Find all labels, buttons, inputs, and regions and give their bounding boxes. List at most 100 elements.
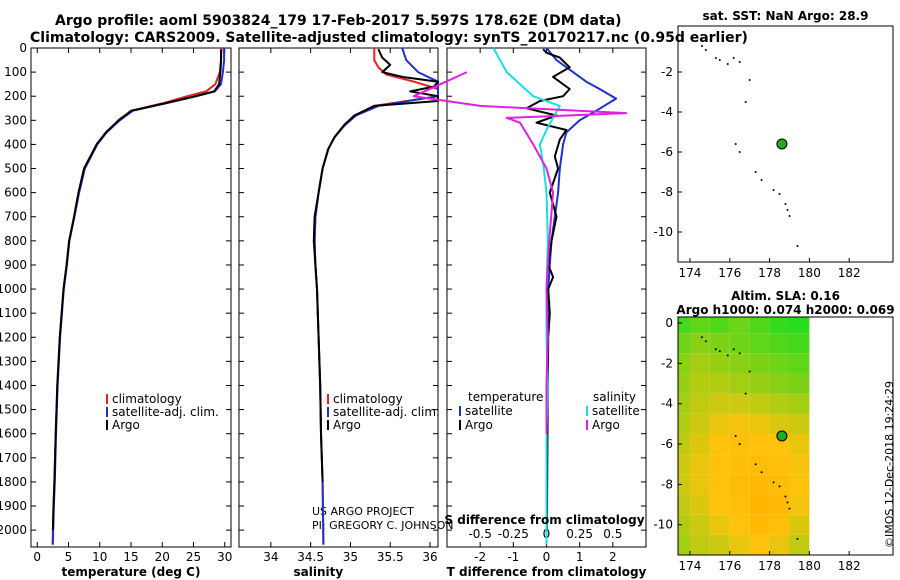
sla-map-track-point-12 [760, 471, 763, 474]
salinity-legend-2-label: Argo [333, 418, 361, 432]
sla-map-cell-2-6 [789, 353, 810, 374]
sla-map-cell-7-5 [769, 454, 790, 475]
salinity-panel-frame [238, 47, 439, 548]
depth-ytick-label-20: 2000 [0, 523, 27, 537]
sla-map-track-point-4 [726, 354, 729, 357]
sla-map-xtick-label-0: 174 [678, 559, 701, 573]
temperature-line-climatology [51, 47, 223, 545]
sst-map-track-point-5 [732, 57, 735, 59]
difference-x-tick-label-1: -1 [507, 550, 519, 564]
sst-map-track-point-2 [714, 57, 717, 59]
temperature-xlabel: temperature (deg C) [62, 565, 201, 579]
depth-ytick-label-8: 800 [4, 234, 27, 248]
sla-map-cell-5-6 [789, 413, 810, 434]
depth-ytick-label-13: 1300 [0, 354, 27, 368]
sla-map-cell-2-1 [689, 353, 710, 374]
sla-map-ytick-label-1: -2 [661, 356, 673, 370]
temperature-legend-2-label: Argo [112, 418, 140, 432]
sla-map-track-point-15 [784, 495, 787, 498]
sst-map-track-point-3 [718, 59, 721, 61]
sla-map-track-point-17 [788, 507, 791, 510]
sla-map-cell-5-2 [709, 413, 730, 434]
sst-map-ytick-label-0: -2 [661, 65, 673, 79]
sla-map-cell-4-2 [709, 393, 730, 414]
sla-map-track-point-3 [718, 350, 721, 353]
difference-x-tick-label-2: 0 [543, 550, 551, 564]
sla-map-cell-5-4 [749, 413, 770, 434]
sla-map-cell-4-5 [769, 393, 790, 414]
temperature-legend-0-label: climatology [112, 392, 182, 406]
sla-map-cell-8-5 [769, 474, 790, 495]
depth-ytick-label-19: 1900 [0, 499, 27, 513]
sst-map-track-point-13 [772, 189, 775, 191]
sla-map-cell-4-6 [789, 393, 810, 414]
difference-line-s-satellite [492, 47, 561, 545]
sst-map-ytick-label-1: -4 [661, 105, 673, 119]
sla-map-cell-3-5 [769, 373, 790, 394]
difference-legend-s-argo-label: Argo [592, 418, 620, 432]
depth-ytick-label-17: 1700 [0, 451, 27, 465]
sla-map-cell-7-0 [678, 454, 690, 475]
difference-s-tick-label-4: 0.5 [603, 527, 622, 541]
sst-map-track-point-8 [744, 101, 747, 103]
sla-map-track-point-9 [734, 435, 737, 437]
sla-map-ytick-label-3: -6 [661, 437, 673, 451]
sla-map-cell-11-1 [689, 534, 710, 555]
sla-map-xtick-label-4: 182 [838, 559, 861, 573]
project-credit: US ARGO PROJECT [312, 505, 414, 518]
depth-ytick-label-14: 1400 [0, 378, 27, 392]
sla-map-cell-0-5 [769, 317, 790, 334]
sst-map-track-point-10 [738, 151, 741, 153]
sla-map-cell-0-1 [689, 317, 710, 334]
depth-ytick-label-12: 1200 [0, 330, 27, 344]
sst-map-ytick-label-2: -6 [661, 145, 673, 159]
difference-xlabel: T difference from climatology [447, 565, 647, 579]
salinity-x-tick-label-3: 35.5 [377, 550, 404, 564]
figure-title-line2: Climatology: CARS2009. Satellite-adjuste… [30, 30, 748, 46]
sla-map-cell-2-0 [678, 353, 690, 374]
depth-ytick-label-5: 500 [4, 162, 27, 176]
depth-ytick-label-6: 600 [4, 186, 27, 200]
temperature-x-tick-label-4: 20 [155, 550, 170, 564]
difference-s-tick-label-1: -0.25 [498, 527, 529, 541]
difference-legend-s-title: salinity [593, 390, 636, 404]
sla-map-cell-2-2 [709, 353, 730, 374]
sla-map-cell-1-0 [678, 333, 690, 354]
salinity-x-tick-label-1: 34.5 [297, 550, 324, 564]
sla-map-cell-10-1 [689, 514, 710, 535]
sla-map-cell-7-3 [729, 454, 750, 475]
temperature-panel-frame [30, 47, 232, 548]
sla-map-track-point-11 [754, 463, 757, 466]
depth-ytick-label-1: 100 [4, 65, 27, 79]
depth-ytick-label-7: 700 [4, 210, 27, 224]
sla-map-track-point-5 [732, 348, 735, 351]
sla-map-cell-9-0 [678, 494, 690, 515]
sla-map-track-point-6 [738, 352, 741, 355]
sla-map-cell-7-1 [689, 454, 710, 475]
sla-map-cell-0-4 [749, 317, 770, 334]
temperature-x-tick-label-2: 10 [92, 550, 107, 564]
sla-map-cell-3-0 [678, 373, 690, 394]
sst-map-float-marker [776, 138, 788, 150]
sla-map-cell-3-1 [689, 373, 710, 394]
sla-map-ytick-label-4: -8 [661, 477, 673, 491]
sla-map-cell-5-5 [769, 413, 790, 434]
sla-map-title-1: Altim. SLA: 0.16 [731, 289, 840, 303]
sla-map-cell-1-3 [729, 333, 750, 354]
sla-map-cell-8-0 [678, 474, 690, 495]
sla-map-cell-6-2 [709, 433, 730, 455]
sst-map-xtick-label-0: 174 [678, 266, 701, 280]
sla-map-track-point-8 [744, 392, 747, 395]
sla-map-cell-10-6 [789, 514, 810, 535]
sla-map-cell-2-5 [769, 353, 790, 374]
sst-map-track-point-12 [760, 179, 763, 181]
salinity-line-satellite-adj-clim- [313, 47, 439, 545]
sla-map-cell-9-1 [689, 494, 710, 515]
sla-map-cell-6-4 [749, 433, 770, 455]
sla-map-cell-9-2 [709, 494, 730, 515]
sla-map-cell-6-1 [689, 433, 710, 455]
sla-map-track-point-10 [738, 443, 741, 446]
sla-map-cell-7-2 [709, 454, 730, 475]
sla-map-cell-11-2 [709, 534, 730, 555]
